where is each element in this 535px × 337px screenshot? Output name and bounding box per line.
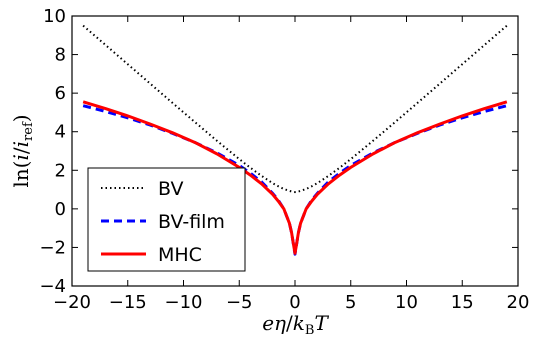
legend: BV BV-film MHC [87,167,246,272]
legend-label-bv-film: BV-film [158,211,225,233]
y-tick-label: −2 [39,237,66,258]
legend-label-mhc: MHC [158,244,202,266]
x-tick-label: 0 [289,292,300,313]
y-tick-label: 8 [55,45,66,66]
x-tick-label: −5 [226,292,253,313]
x-tick-label: 20 [507,292,530,313]
legend-label-bv: BV [158,178,183,200]
y-axis-label: ln(i/iref) [9,114,36,187]
y-tick-label: 4 [55,122,66,143]
x-tick-label: 5 [345,292,356,313]
y-tick-label: −4 [39,276,66,297]
series-layer [82,24,508,256]
x-tick-label: −10 [165,292,203,313]
ticks-layer [71,15,519,287]
x-axis-label: eη/kBT [262,311,329,337]
series-line-bv [82,24,508,194]
x-tick-label: −15 [109,292,147,313]
x-tick-label: 15 [451,292,474,313]
x-tick-label: 10 [395,292,418,313]
legend-items: BV BV-film MHC [101,178,225,266]
y-tick-label: 6 [55,83,66,104]
x-tick-label: −20 [53,292,91,313]
series-line-mhc [82,100,508,255]
y-tick-label: 0 [55,199,66,220]
y-tick-label: 2 [55,160,66,181]
y-tick-label: 10 [43,6,66,27]
